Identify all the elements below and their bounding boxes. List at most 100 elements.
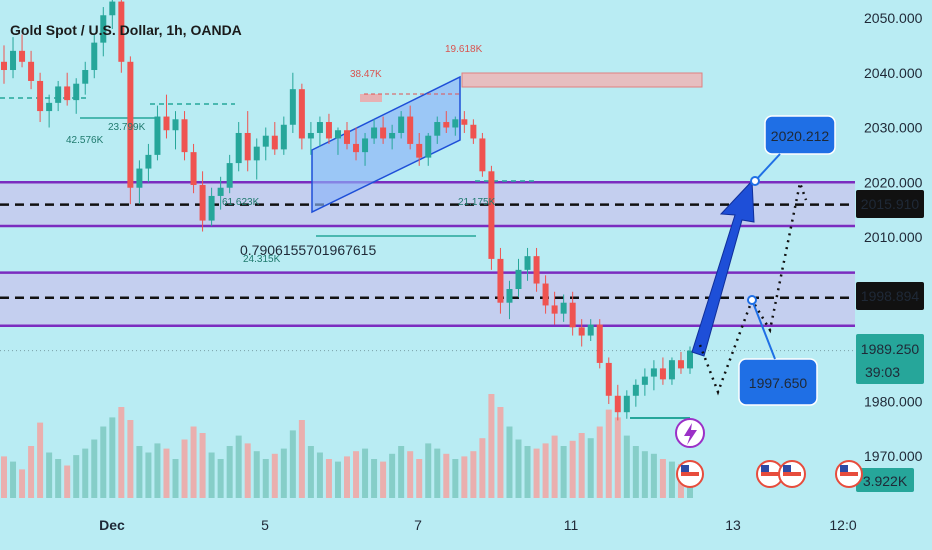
price-tick-label: 1980.000 [864,393,923,409]
candle-body [271,135,278,150]
candle-body [82,70,89,84]
fib-value-label: 0.7906155701967615 [240,242,376,258]
us-event-flag-canton [840,465,848,472]
volume-bar [334,461,341,498]
volume-bar [632,446,639,498]
candle-body [434,122,441,136]
volume-bar [73,455,80,498]
candle-body [100,15,107,43]
supply-box-small [360,94,382,102]
candle-body [55,86,62,103]
volume-bar [64,465,71,498]
volume-mark-label: 24.315K [243,254,281,265]
volume-bar [82,448,89,498]
volume-bar [443,453,450,498]
retest-callout-pointer [751,299,776,360]
volume-bar [244,443,251,498]
volume-bar [181,439,188,498]
candle-body [596,324,603,363]
candle-body [19,50,26,62]
candle-body [64,86,71,101]
volume-bar [109,417,116,498]
candle-body [226,163,233,188]
volume-mark-label: 19.618K [445,44,483,55]
candle-body [334,130,341,139]
volume-bar [596,426,603,498]
candle-body [181,119,188,153]
retest-callout-text: 1997.650 [749,375,808,391]
bullish-projection-arrow [691,179,755,357]
candle-body [632,384,639,396]
current-price-text: 1989.250 [861,341,920,357]
volume-bar [587,438,594,498]
target-callout-box [764,115,836,155]
volume-bar [289,430,296,498]
candle-body [587,324,594,336]
volume-bar [208,452,215,498]
volume-bar [55,459,62,498]
volume-bar [416,459,423,498]
candle-body [416,143,423,158]
candle-body [289,89,296,125]
ascending-channel [311,75,461,214]
candle-body [551,305,558,314]
volume-mark-label: 38.47K [350,69,382,80]
volume-bar [190,426,197,498]
volume-bar [262,459,269,498]
volume-bar [578,433,585,498]
us-event-flag-canton [783,465,791,472]
volume-bar [307,446,314,498]
volume-bar [506,426,513,498]
target-callout-text: 2020.212 [771,128,830,144]
candle-body [307,132,314,139]
volume-bar [353,451,360,498]
price-tick-label: 2050.000 [864,10,923,26]
candle-body [91,42,98,71]
candle-body [118,1,125,62]
candle-body [479,138,486,172]
volume-bar [136,446,143,498]
date-tick-label: Dec [99,517,125,533]
date-tick-label: 11 [564,517,579,533]
volume-bar [217,459,224,498]
volume-bar [398,446,405,498]
candle-body [515,269,522,290]
price-tick-label: 1970.000 [864,448,923,464]
volume-bar [46,452,53,498]
volume-mark-label: 23.799K [108,122,146,133]
date-tick-label: 7 [414,517,422,533]
volume-bar [127,420,134,498]
volume-bar [614,417,621,498]
price-tick-label: 2020.000 [864,174,923,190]
volume-bar [235,435,242,498]
volume-bar [28,446,35,498]
candle-body [533,256,540,284]
volume-bar [145,452,152,498]
candle-body [154,116,161,155]
candle-body [37,80,44,112]
volume-bar [533,448,540,498]
lower-level-tag-text: 1998.894 [861,288,920,304]
candle-body [217,187,224,196]
retest-point [747,295,757,305]
volume-bar [344,456,350,498]
volume-bar [325,459,332,498]
volume-bar [362,448,369,498]
candle-body [298,89,305,139]
volume-tag [856,468,914,492]
volume-bar [488,394,495,498]
upper-level-tag [856,190,924,218]
volume-bar [668,461,675,498]
candle-body [10,50,17,71]
candle-body [687,350,693,369]
candle-body [199,184,206,221]
candle-body [208,195,215,221]
volume-bar [470,451,477,498]
price-tick-label: 2040.000 [864,65,923,81]
volume-bar [407,451,414,498]
volume-bar [154,443,161,498]
candle-body [136,168,143,188]
countdown-text: 39:03 [865,364,900,380]
